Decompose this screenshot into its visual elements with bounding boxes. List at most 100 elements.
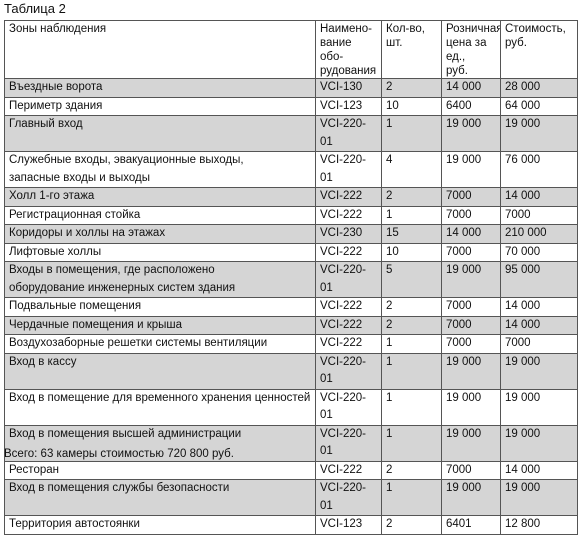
table-cell: Лифтовые холлы xyxy=(4,242,316,262)
table-cell: VCI-230 xyxy=(315,224,382,244)
table-cell: 2 xyxy=(381,187,442,207)
table-cell: 14 000 xyxy=(441,224,501,244)
table-cell: 1 xyxy=(381,388,442,426)
table-cell: 19 000 xyxy=(500,115,578,152)
table-cell: 14 000 xyxy=(500,315,578,335)
table-cell: Чердачные помещения и крыша xyxy=(4,315,316,335)
table-cell: Вход в помещение для временного хранения… xyxy=(4,388,316,426)
table-row: Воздухозаборные решетки системы вентиляц… xyxy=(4,334,578,354)
table-cell: Вход в помещения высшей администрации xyxy=(4,424,316,462)
table-cell: 19 000 xyxy=(441,424,501,462)
header-cell: Зоны наблюдения xyxy=(4,20,316,79)
table-cell: 7000 xyxy=(441,334,501,354)
table-cell: 2 xyxy=(381,315,442,335)
table-cell: Служебные входы, эвакуационные выходы, з… xyxy=(4,151,316,188)
table-cell: Входы в помещения, где расположено обору… xyxy=(4,261,316,298)
table-cell: 15 xyxy=(381,224,442,244)
table-cell: 210 000 xyxy=(500,224,578,244)
table-cell: Воздухозаборные решетки системы вентиляц… xyxy=(4,334,316,354)
table-cell: VCI-220-01 xyxy=(315,261,382,298)
table-cell: Ресторан xyxy=(4,460,316,480)
table-cell: 70 000 xyxy=(500,242,578,262)
table-row: Въездные ворота VCI-130 2 14 000 28 000 xyxy=(4,78,578,98)
table-cell: VCI-123 xyxy=(315,515,382,535)
table-cell: 2 xyxy=(381,297,442,317)
table-cell: 64 000 xyxy=(500,96,578,116)
table-cell: VCI-222 xyxy=(315,460,382,480)
table-cell: VCI-220-01 xyxy=(315,424,382,462)
table-cell: 1 xyxy=(381,334,442,354)
table-row: Периметр здания VCI-123 10 6400 64 000 xyxy=(4,96,578,116)
table-row: Регистрационная стойка VCI-222 1 7000 7000 xyxy=(4,205,578,225)
header-cell: Розничная цена за ед., руб. xyxy=(441,20,501,79)
table-cell: 2 xyxy=(381,460,442,480)
table-cell: VCI-222 xyxy=(315,297,382,317)
table-cell: 7000 xyxy=(441,187,501,207)
page: {"caption": "Таблица 2", "table": { "hea… xyxy=(4,1,578,535)
table-cell: 12 800 xyxy=(500,515,578,535)
table-cell: 6401 xyxy=(441,515,501,535)
table-cell: VCI-222 xyxy=(315,187,382,207)
table-cell: 19 000 xyxy=(441,151,501,188)
table-cell: 1 xyxy=(381,479,442,516)
table-cell: VCI-222 xyxy=(315,315,382,335)
table-cell: Территория автостоянки xyxy=(4,515,316,535)
table-cell: VCI-222 xyxy=(315,334,382,354)
table-cell: 7000 xyxy=(441,460,501,480)
header-cell: Кол-во, шт. xyxy=(381,20,442,79)
table-cell: 95 000 xyxy=(500,261,578,298)
table-row: Подвальные помещения VCI-222 2 7000 14 000 xyxy=(4,297,578,317)
table-cell: 7000 xyxy=(441,315,501,335)
table-cell: Регистрационная стойка xyxy=(4,205,316,225)
table-row: Главный вход VCI-220-01 1 19 000 19 000 xyxy=(4,115,578,152)
table-row: Ресторан VCI-222 2 7000 14 000 xyxy=(4,460,578,480)
table-cell: Главный вход xyxy=(4,115,316,152)
table-cell: 19 000 xyxy=(441,261,501,298)
table-cell: Въездные ворота xyxy=(4,78,316,98)
table-cell: 2 xyxy=(381,515,442,535)
table-cell: Подвальные помещения xyxy=(4,297,316,317)
table-row: Территория автостоянки VCI-123 2 6401 12 800 xyxy=(4,515,578,535)
table-cell: 1 xyxy=(381,115,442,152)
table-row: Вход в кассу VCI-220-01 1 19 000 19 000 xyxy=(4,352,578,390)
table-cell: VCI-222 xyxy=(315,242,382,262)
table-cell: 19 000 xyxy=(441,115,501,152)
table-cell: 7000 xyxy=(500,205,578,225)
header-row: Зоны наблюдения Наимено- вание обо- рудов… xyxy=(4,20,578,79)
table-header: Зоны наблюдения Наимено- вание обо- рудов… xyxy=(4,20,578,79)
table-cell: 28 000 xyxy=(500,78,578,98)
table-cell: 7000 xyxy=(500,334,578,354)
table-cell: 4 xyxy=(381,151,442,188)
table-row: Входы в помещения, где расположено обору… xyxy=(4,261,578,298)
table-cell: 14 000 xyxy=(500,297,578,317)
header-cell: Наимено- вание обо- рудования xyxy=(315,20,382,79)
table-cell: VCI-130 xyxy=(315,78,382,98)
header-cell: Стоимость, руб. xyxy=(500,20,578,79)
table-cell: 7000 xyxy=(441,297,501,317)
table-row: Лифтовые холлы VCI-222 10 7000 70 000 xyxy=(4,242,578,262)
table-cell: 19 000 xyxy=(441,352,501,390)
table-cell: 10 xyxy=(381,242,442,262)
table-cell: Коридоры и холлы на этажах xyxy=(4,224,316,244)
table-row: Вход в помещения службы безопасности VCI-… xyxy=(4,479,578,516)
table-cell: 6400 xyxy=(441,96,501,116)
table-cell: 10 xyxy=(381,96,442,116)
table-row: Холл 1-го этажа VCI-222 2 7000 14 000 xyxy=(4,187,578,207)
table-cell: 19 000 xyxy=(441,479,501,516)
table-cell: 1 xyxy=(381,424,442,462)
table-cell: VCI-220-01 xyxy=(315,388,382,426)
table-cell: 14 000 xyxy=(441,78,501,98)
table-cell: 14 000 xyxy=(500,187,578,207)
table-row: Служебные входы, эвакуационные выходы, з… xyxy=(4,151,578,188)
table-cell: Вход в кассу xyxy=(4,352,316,390)
table-cell: Холл 1-го этажа xyxy=(4,187,316,207)
table-cell: 1 xyxy=(381,352,442,390)
table-cell: VCI-123 xyxy=(315,96,382,116)
table-cell: VCI-220-01 xyxy=(315,479,382,516)
table-cell: 76 000 xyxy=(500,151,578,188)
table-row: Чердачные помещения и крыша VCI-222 2 7000 1… xyxy=(4,315,578,335)
table-cell: 19 000 xyxy=(500,479,578,516)
table-cell: 7000 xyxy=(441,242,501,262)
table-row: Вход в помещения высшей администрации VCI… xyxy=(4,424,578,462)
table-cell: VCI-220-01 xyxy=(315,352,382,390)
